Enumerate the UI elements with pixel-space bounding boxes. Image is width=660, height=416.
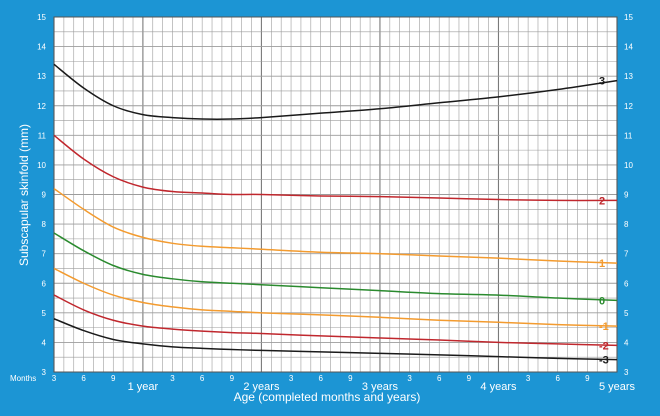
series-line-2 — [53, 134, 618, 202]
y-tick-label-right: 15 — [624, 13, 633, 22]
x-tick-label-month: 9 — [348, 374, 353, 383]
x-unit-label: Months — [10, 374, 36, 383]
y-tick-label-right: 4 — [624, 338, 629, 347]
x-tick-label-month: 9 — [467, 374, 472, 383]
series-label-0: 0 — [599, 295, 605, 307]
x-tick-label-month: 6 — [556, 374, 561, 383]
y-tick-label-right: 9 — [624, 191, 629, 200]
y-tick-label-right: 6 — [624, 279, 629, 288]
x-tick-label-month: 6 — [437, 374, 442, 383]
series-line-0 — [53, 232, 618, 302]
x-tick-label-month: 3 — [526, 374, 531, 383]
x-tick-label-month: 3 — [170, 374, 175, 383]
x-tick-label-month: 6 — [200, 374, 205, 383]
x-tick-label-year: 2 years — [243, 381, 280, 393]
y-tick-label-right: 10 — [624, 161, 633, 170]
y-tick-label-left: 8 — [42, 220, 47, 229]
x-axis-label: Age (completed months and years) — [234, 390, 421, 404]
series-line-1 — [53, 187, 618, 264]
x-tick-label-month: 3 — [52, 374, 57, 383]
y-tick-label-right: 8 — [624, 220, 629, 229]
y-tick-label-left: 5 — [42, 309, 47, 318]
series-label--1: -1 — [599, 321, 609, 333]
x-tick-label-month: 6 — [81, 374, 86, 383]
series-line--3 — [53, 318, 618, 361]
x-tick-label-year: 4 years — [480, 381, 517, 393]
grid — [53, 16, 618, 373]
y-tick-label-left: 6 — [42, 279, 47, 288]
x-tick-label-year: 3 years — [362, 381, 399, 393]
y-tick-label-right: 12 — [624, 102, 633, 111]
y-tick-label-left: 13 — [37, 72, 46, 81]
series-line--1 — [53, 267, 618, 327]
y-tick-label-left: 3 — [42, 368, 47, 377]
y-tick-label-right: 7 — [624, 250, 629, 259]
y-tick-label-right: 13 — [624, 72, 633, 81]
y-tick-label-left: 10 — [37, 161, 46, 170]
series-label--3: -3 — [599, 355, 609, 367]
x-tick-label-year: 5 years — [599, 381, 636, 393]
x-tick-label-month: 6 — [318, 374, 323, 383]
y-tick-label-right: 14 — [624, 43, 633, 52]
series-line--2 — [53, 294, 618, 347]
x-tick-label-month: 9 — [111, 374, 116, 383]
y-tick-label-left: 15 — [37, 13, 46, 22]
curves: 3 2 1 0 -1 -2 -3 — [53, 63, 618, 367]
series-label-3: 3 — [599, 76, 605, 88]
y-tick-label-right: 5 — [624, 309, 629, 318]
series-label-2: 2 — [599, 195, 605, 207]
plot-border — [53, 16, 618, 373]
series-label--2: -2 — [599, 340, 609, 352]
y-tick-label-right: 3 — [624, 368, 629, 377]
x-tick-label-month: 3 — [407, 374, 412, 383]
x-tick-label-month: 9 — [585, 374, 590, 383]
y-tick-label-left: 9 — [42, 191, 47, 200]
series-line-3 — [53, 63, 618, 120]
y-tick-label-left: 7 — [42, 250, 47, 259]
y-tick-label-left: 11 — [38, 131, 47, 140]
y-axis-label: Subscapular skinfold (mm) — [17, 124, 31, 266]
y-tick-label-left: 14 — [37, 43, 46, 52]
series-label-1: 1 — [599, 258, 605, 270]
y-tick-label-left: 4 — [42, 338, 47, 347]
y-tick-label-left: 12 — [37, 102, 46, 111]
y-tick-label-right: 11 — [624, 131, 633, 140]
x-tick-label-month: 3 — [289, 374, 294, 383]
x-tick-label-year: 1 year — [128, 381, 159, 393]
x-tick-label-month: 9 — [230, 374, 235, 383]
